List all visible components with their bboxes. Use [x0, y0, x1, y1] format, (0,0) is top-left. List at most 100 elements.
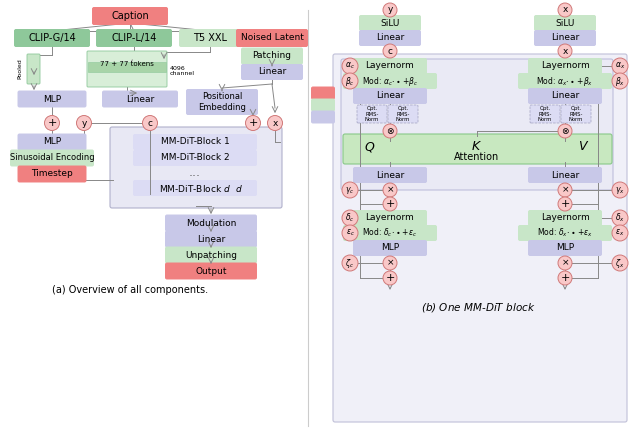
FancyBboxPatch shape	[360, 31, 420, 46]
FancyBboxPatch shape	[344, 74, 436, 88]
Text: $\delta_x$: $\delta_x$	[615, 212, 625, 224]
FancyBboxPatch shape	[241, 64, 303, 80]
Circle shape	[612, 73, 628, 89]
Text: c: c	[387, 46, 392, 56]
FancyBboxPatch shape	[18, 166, 86, 182]
Text: y: y	[387, 6, 393, 14]
Text: c: c	[147, 119, 152, 127]
FancyBboxPatch shape	[110, 127, 282, 208]
FancyBboxPatch shape	[179, 29, 241, 46]
FancyBboxPatch shape	[357, 105, 387, 123]
Text: $\alpha_x$: $\alpha_x$	[615, 61, 625, 71]
FancyBboxPatch shape	[518, 74, 611, 88]
Circle shape	[558, 124, 572, 138]
Text: Caption: Caption	[111, 11, 149, 21]
Circle shape	[612, 225, 628, 241]
Text: Mod: $\delta_x\!\cdot\!\bullet\!+\!\epsilon_x$: Mod: $\delta_x\!\cdot\!\bullet\!+\!\epsi…	[537, 227, 593, 239]
Text: Mod: $\alpha_c\!\cdot\!\bullet\!+\!\beta_c$: Mod: $\alpha_c\!\cdot\!\bullet\!+\!\beta…	[362, 74, 419, 88]
Text: $\gamma_c$: $\gamma_c$	[346, 184, 355, 195]
FancyBboxPatch shape	[18, 91, 86, 107]
Circle shape	[77, 116, 92, 131]
Text: $\epsilon_c$: $\epsilon_c$	[346, 228, 355, 238]
Text: $\beta_x$: $\beta_x$	[615, 74, 625, 88]
Text: Linear: Linear	[376, 170, 404, 180]
Text: $\otimes$: $\otimes$	[561, 126, 570, 136]
Text: Linear: Linear	[551, 92, 579, 100]
Circle shape	[383, 271, 397, 285]
Text: $\beta_c$: $\beta_c$	[345, 74, 355, 88]
Circle shape	[246, 116, 260, 131]
Text: +: +	[560, 273, 570, 283]
FancyBboxPatch shape	[88, 62, 166, 72]
FancyBboxPatch shape	[341, 59, 613, 190]
Text: Layernorm: Layernorm	[541, 213, 589, 223]
Text: $\otimes$: $\otimes$	[386, 126, 394, 136]
Circle shape	[342, 225, 358, 241]
Circle shape	[612, 58, 628, 74]
Circle shape	[143, 116, 157, 131]
FancyBboxPatch shape	[312, 111, 335, 123]
Text: CLIP-G/14: CLIP-G/14	[28, 33, 76, 43]
FancyBboxPatch shape	[388, 105, 418, 123]
FancyBboxPatch shape	[333, 54, 627, 422]
Text: Opt.
RMS-
Norm: Opt. RMS- Norm	[396, 106, 410, 122]
Text: Positional
Embedding: Positional Embedding	[198, 92, 246, 112]
Text: MLP: MLP	[381, 244, 399, 252]
FancyBboxPatch shape	[518, 226, 611, 240]
Text: +: +	[385, 273, 395, 283]
Text: $K$: $K$	[472, 141, 483, 153]
Text: Linear: Linear	[258, 67, 286, 77]
FancyBboxPatch shape	[353, 88, 426, 103]
Text: Attention: Attention	[454, 152, 500, 162]
FancyBboxPatch shape	[102, 91, 177, 107]
Text: +: +	[47, 118, 57, 128]
FancyBboxPatch shape	[353, 59, 426, 74]
FancyBboxPatch shape	[134, 151, 257, 166]
FancyBboxPatch shape	[97, 29, 172, 46]
Text: Sinusoidal Encoding: Sinusoidal Encoding	[10, 153, 94, 162]
Text: MLP: MLP	[556, 244, 574, 252]
Text: $\times$: $\times$	[561, 185, 569, 195]
FancyBboxPatch shape	[344, 226, 436, 240]
Text: Mod: $\delta_c\!\cdot\!\bullet\!+\!\epsilon_c$: Mod: $\delta_c\!\cdot\!\bullet\!+\!\epsi…	[362, 227, 418, 239]
Text: Layernorm: Layernorm	[365, 213, 414, 223]
Circle shape	[268, 116, 282, 131]
Circle shape	[383, 124, 397, 138]
Text: x: x	[563, 6, 568, 14]
Text: $\zeta_x$: $\zeta_x$	[615, 257, 625, 269]
Circle shape	[558, 256, 572, 270]
Circle shape	[612, 210, 628, 226]
Text: y: y	[81, 119, 86, 127]
Circle shape	[612, 255, 628, 271]
FancyBboxPatch shape	[87, 51, 167, 87]
Text: Modulation: Modulation	[186, 219, 236, 227]
FancyBboxPatch shape	[241, 48, 303, 64]
Text: $\times$: $\times$	[386, 185, 394, 195]
Text: +: +	[560, 199, 570, 209]
Circle shape	[558, 183, 572, 197]
FancyBboxPatch shape	[18, 134, 86, 150]
FancyBboxPatch shape	[134, 180, 257, 195]
Text: $\times$: $\times$	[561, 258, 569, 268]
Text: 77 + 77 tokens: 77 + 77 tokens	[100, 61, 154, 67]
FancyBboxPatch shape	[237, 29, 307, 46]
FancyBboxPatch shape	[186, 89, 257, 114]
FancyBboxPatch shape	[529, 88, 602, 103]
Text: $\gamma_x$: $\gamma_x$	[615, 184, 625, 195]
Circle shape	[383, 183, 397, 197]
Text: $\zeta_c$: $\zeta_c$	[346, 257, 355, 269]
Text: Opt.
RMS-
Norm: Opt. RMS- Norm	[365, 106, 379, 122]
Text: Pooled: Pooled	[17, 59, 22, 79]
Circle shape	[612, 182, 628, 198]
Text: Layernorm: Layernorm	[541, 61, 589, 71]
FancyBboxPatch shape	[353, 240, 426, 255]
Text: +: +	[248, 118, 258, 128]
Text: Linear: Linear	[376, 33, 404, 42]
FancyBboxPatch shape	[166, 263, 257, 279]
Text: MM-DiT-Block 2: MM-DiT-Block 2	[161, 153, 229, 162]
Text: SiLU: SiLU	[380, 18, 400, 28]
Text: Noised Latent: Noised Latent	[241, 33, 303, 42]
FancyBboxPatch shape	[343, 134, 612, 164]
Text: Linear: Linear	[551, 33, 579, 42]
FancyBboxPatch shape	[529, 167, 602, 183]
